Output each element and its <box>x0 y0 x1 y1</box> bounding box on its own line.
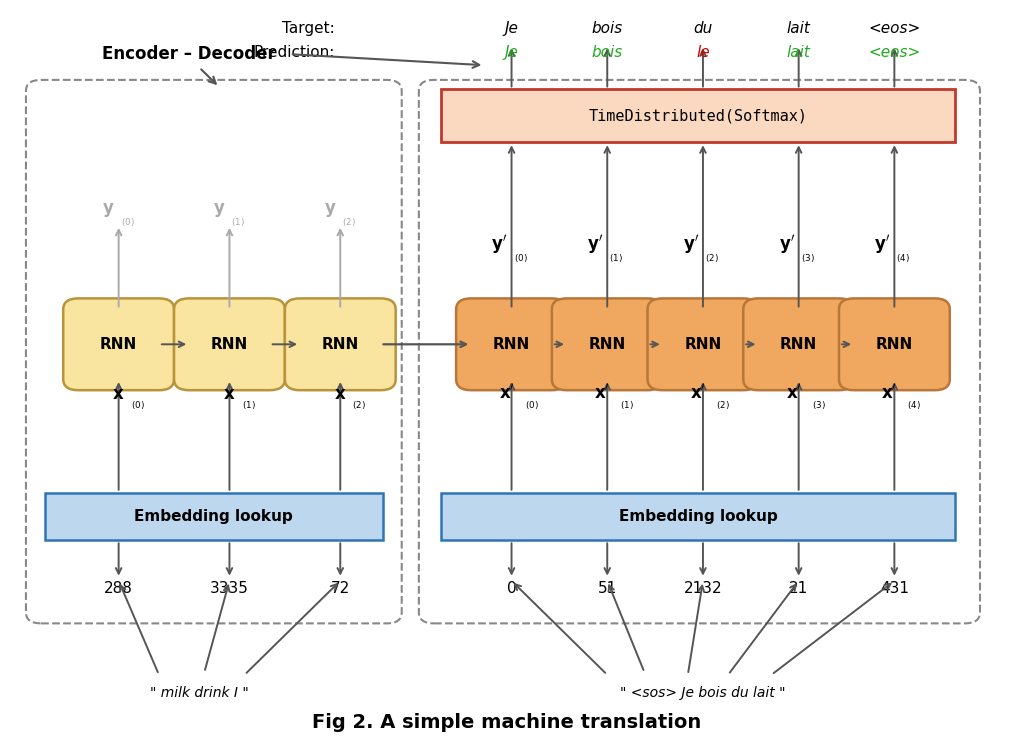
FancyBboxPatch shape <box>63 298 174 390</box>
Text: $\mathbf{y'}$: $\mathbf{y'}$ <box>874 233 890 256</box>
Text: $_{(2)}$: $_{(2)}$ <box>342 215 357 229</box>
Text: TimeDistributed(Softmax): TimeDistributed(Softmax) <box>589 108 807 124</box>
FancyBboxPatch shape <box>744 298 854 390</box>
Text: $\mathbf{x}$: $\mathbf{x}$ <box>334 385 346 403</box>
Text: $\mathbf{y}$: $\mathbf{y}$ <box>102 201 114 219</box>
Text: $\mathbf{x'}$: $\mathbf{x'}$ <box>690 383 706 403</box>
Text: 0: 0 <box>506 581 517 596</box>
Text: bois: bois <box>592 45 623 60</box>
Text: $\mathbf{x'}$: $\mathbf{x'}$ <box>595 383 610 403</box>
Text: $_{(0)}$: $_{(0)}$ <box>121 215 135 229</box>
FancyBboxPatch shape <box>441 493 955 540</box>
FancyBboxPatch shape <box>285 298 396 390</box>
Text: RNN: RNN <box>100 337 137 351</box>
FancyBboxPatch shape <box>456 298 567 390</box>
Text: RNN: RNN <box>322 337 359 351</box>
Text: Encoder – Decoder: Encoder – Decoder <box>102 45 276 63</box>
Text: lait: lait <box>787 45 810 60</box>
Text: $\mathbf{y}$: $\mathbf{y}$ <box>213 201 226 219</box>
FancyBboxPatch shape <box>174 298 285 390</box>
Text: RNN: RNN <box>211 337 248 351</box>
Text: $_{(2)}$: $_{(2)}$ <box>353 400 366 412</box>
Text: $\mathbf{x'}$: $\mathbf{x'}$ <box>881 383 898 403</box>
Text: $_{(0)}$: $_{(0)}$ <box>514 252 528 266</box>
Text: $\mathbf{x'}$: $\mathbf{x'}$ <box>498 383 515 403</box>
Text: 288: 288 <box>104 581 133 596</box>
FancyBboxPatch shape <box>647 298 759 390</box>
Text: lait: lait <box>787 21 810 36</box>
FancyBboxPatch shape <box>839 298 950 390</box>
Text: $\mathbf{x'}$: $\mathbf{x'}$ <box>786 383 801 403</box>
Text: $\mathbf{y'}$: $\mathbf{y'}$ <box>779 233 794 256</box>
Text: RNN: RNN <box>876 337 913 351</box>
Text: <eos>: <eos> <box>868 21 921 36</box>
Text: $\mathbf{x}$: $\mathbf{x}$ <box>112 385 125 403</box>
Text: 51: 51 <box>598 581 617 596</box>
Text: bois: bois <box>592 21 623 36</box>
Text: du: du <box>693 21 712 36</box>
Text: $\mathbf{y'}$: $\mathbf{y'}$ <box>491 233 508 256</box>
Text: RNN: RNN <box>589 337 626 351</box>
Text: RNN: RNN <box>780 337 817 351</box>
Text: $_{(1)}$: $_{(1)}$ <box>231 215 245 229</box>
Text: $_{(0)}$: $_{(0)}$ <box>525 400 539 412</box>
Text: 21: 21 <box>789 581 808 596</box>
Text: Je: Je <box>504 45 519 60</box>
Text: 72: 72 <box>330 581 349 596</box>
Text: 3335: 3335 <box>210 581 249 596</box>
Text: " milk drink I ": " milk drink I " <box>150 686 248 700</box>
Text: $_{(3)}$: $_{(3)}$ <box>800 252 814 266</box>
Text: $_{(1)}$: $_{(1)}$ <box>609 252 623 266</box>
Text: Je: Je <box>504 21 519 36</box>
Text: $_{(0)}$: $_{(0)}$ <box>131 400 145 412</box>
Text: Fig 2. A simple machine translation: Fig 2. A simple machine translation <box>312 713 701 732</box>
Text: Prediction:: Prediction: <box>254 45 335 60</box>
Text: le: le <box>696 45 710 60</box>
Text: $_{(1)}$: $_{(1)}$ <box>241 400 255 412</box>
Text: $\mathbf{y'}$: $\mathbf{y'}$ <box>588 233 603 256</box>
Text: " <sos> Je bois du lait ": " <sos> Je bois du lait " <box>620 686 786 700</box>
Text: $_{(4)}$: $_{(4)}$ <box>897 252 911 266</box>
Text: $_{(3)}$: $_{(3)}$ <box>811 400 826 412</box>
Text: $_{(4)}$: $_{(4)}$ <box>908 400 921 412</box>
Text: <eos>: <eos> <box>868 45 921 60</box>
Text: $_{(1)}$: $_{(1)}$ <box>620 400 634 412</box>
Text: $\mathbf{x}$: $\mathbf{x}$ <box>223 385 236 403</box>
Text: $\mathbf{y}$: $\mathbf{y}$ <box>324 201 336 219</box>
Text: $\mathbf{y'}$: $\mathbf{y'}$ <box>683 233 699 256</box>
Text: $_{(2)}$: $_{(2)}$ <box>716 400 729 412</box>
FancyBboxPatch shape <box>552 298 663 390</box>
Text: RNN: RNN <box>685 337 721 351</box>
FancyBboxPatch shape <box>46 493 383 540</box>
FancyBboxPatch shape <box>441 90 955 142</box>
Text: Target:: Target: <box>283 21 335 36</box>
Text: 431: 431 <box>880 581 909 596</box>
Text: 2132: 2132 <box>684 581 722 596</box>
Text: RNN: RNN <box>493 337 530 351</box>
Text: $_{(2)}$: $_{(2)}$ <box>705 252 719 266</box>
Text: Embedding lookup: Embedding lookup <box>619 509 777 524</box>
Text: Embedding lookup: Embedding lookup <box>135 509 293 524</box>
